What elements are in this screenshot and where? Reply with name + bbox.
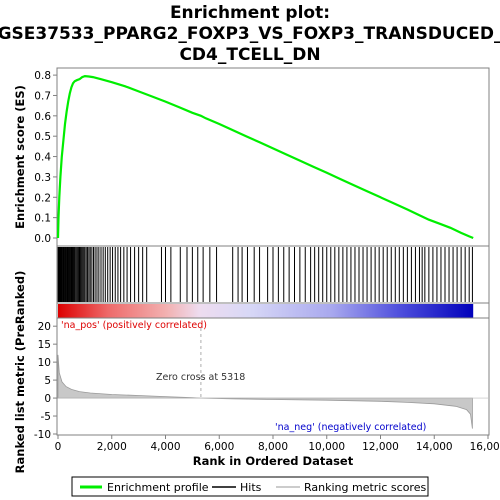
metric-y-tick-label: 0 — [44, 393, 51, 405]
metric-y-tick-label: -10 — [34, 429, 51, 441]
x-tick-label: 2,000 — [97, 441, 127, 453]
x-tick-label: 10,000 — [308, 441, 345, 453]
es-y-tick-label: 0.8 — [34, 70, 51, 82]
es-y-tick-label: 0.2 — [34, 192, 51, 204]
es-y-tick-label: 0.3 — [34, 172, 51, 184]
x-tick-label: 12,000 — [362, 441, 399, 453]
legend-frame — [71, 476, 429, 497]
x-axis-label: Rank in Ordered Dataset — [193, 454, 354, 468]
x-tick-label: 8,000 — [258, 441, 288, 453]
legend-hits-label: Hits — [240, 481, 262, 494]
metric-y-tick-label: 15 — [38, 339, 51, 351]
metric-group — [57, 328, 488, 429]
metric-y-tick-label: 20 — [38, 321, 51, 333]
metric-y-tick-label: 10 — [38, 357, 51, 369]
metric-panel-frame — [56, 317, 490, 436]
chart-title-line-1: Enrichment plot: — [170, 3, 330, 23]
chart-title-line-3: CD4_TCELL_DN — [179, 45, 320, 65]
es-panel-frame — [56, 67, 490, 247]
ranked-list-color-bar — [58, 304, 474, 318]
metric-y-axis-label: Ranked list metric (PreRanked) — [13, 271, 27, 474]
zero-cross-annotation: Zero cross at 5318 — [156, 372, 245, 383]
es-y-tick-label: 0.1 — [34, 213, 51, 225]
es-y-axis-label: Enrichment score (ES) — [13, 85, 27, 229]
x-tick-label: 14,000 — [416, 441, 453, 453]
metric-y-axis: -10 -5 0 5 10 15 20 — [34, 321, 57, 441]
hits-group — [57, 247, 473, 302]
x-tick-label: 4,000 — [150, 441, 180, 453]
x-tick-label: 6,000 — [204, 441, 234, 453]
legend: Enrichment profile Hits Ranking metric s… — [71, 476, 429, 497]
es-y-axis: 0.0 0.1 0.2 0.3 0.4 0.5 0.6 0.7 0.8 — [34, 70, 57, 245]
es-y-tick-label: 0.0 — [34, 233, 51, 245]
es-y-tick-label: 0.7 — [34, 90, 51, 102]
x-tick-label: 0 — [55, 441, 62, 453]
legend-metric-label: Ranking metric scores — [304, 481, 426, 494]
x-tick-label: 16,000 — [470, 441, 500, 453]
chart-title-line-2: GSE37533_PPARG2_FOXP3_VS_FOXP3_TRANSDUCE… — [0, 24, 500, 44]
es-series-line — [56, 74, 474, 240]
es-y-tick-label: 0.6 — [34, 111, 51, 123]
es-y-tick-label: 0.5 — [34, 131, 51, 143]
legend-es-label: Enrichment profile — [107, 481, 209, 494]
pos-annotation: 'na_pos' (positively correlated) — [61, 320, 207, 331]
metric-y-tick-label: -5 — [41, 411, 51, 423]
neg-annotation: 'na_neg' (negatively correlated) — [275, 422, 426, 433]
metric-y-tick-label: 5 — [44, 375, 51, 387]
x-axis: 0 2,000 4,000 6,000 8,000 10,000 12,000 14,000 1… — [55, 435, 500, 453]
es-line-group — [56, 74, 474, 240]
es-y-tick-label: 0.4 — [34, 152, 51, 164]
